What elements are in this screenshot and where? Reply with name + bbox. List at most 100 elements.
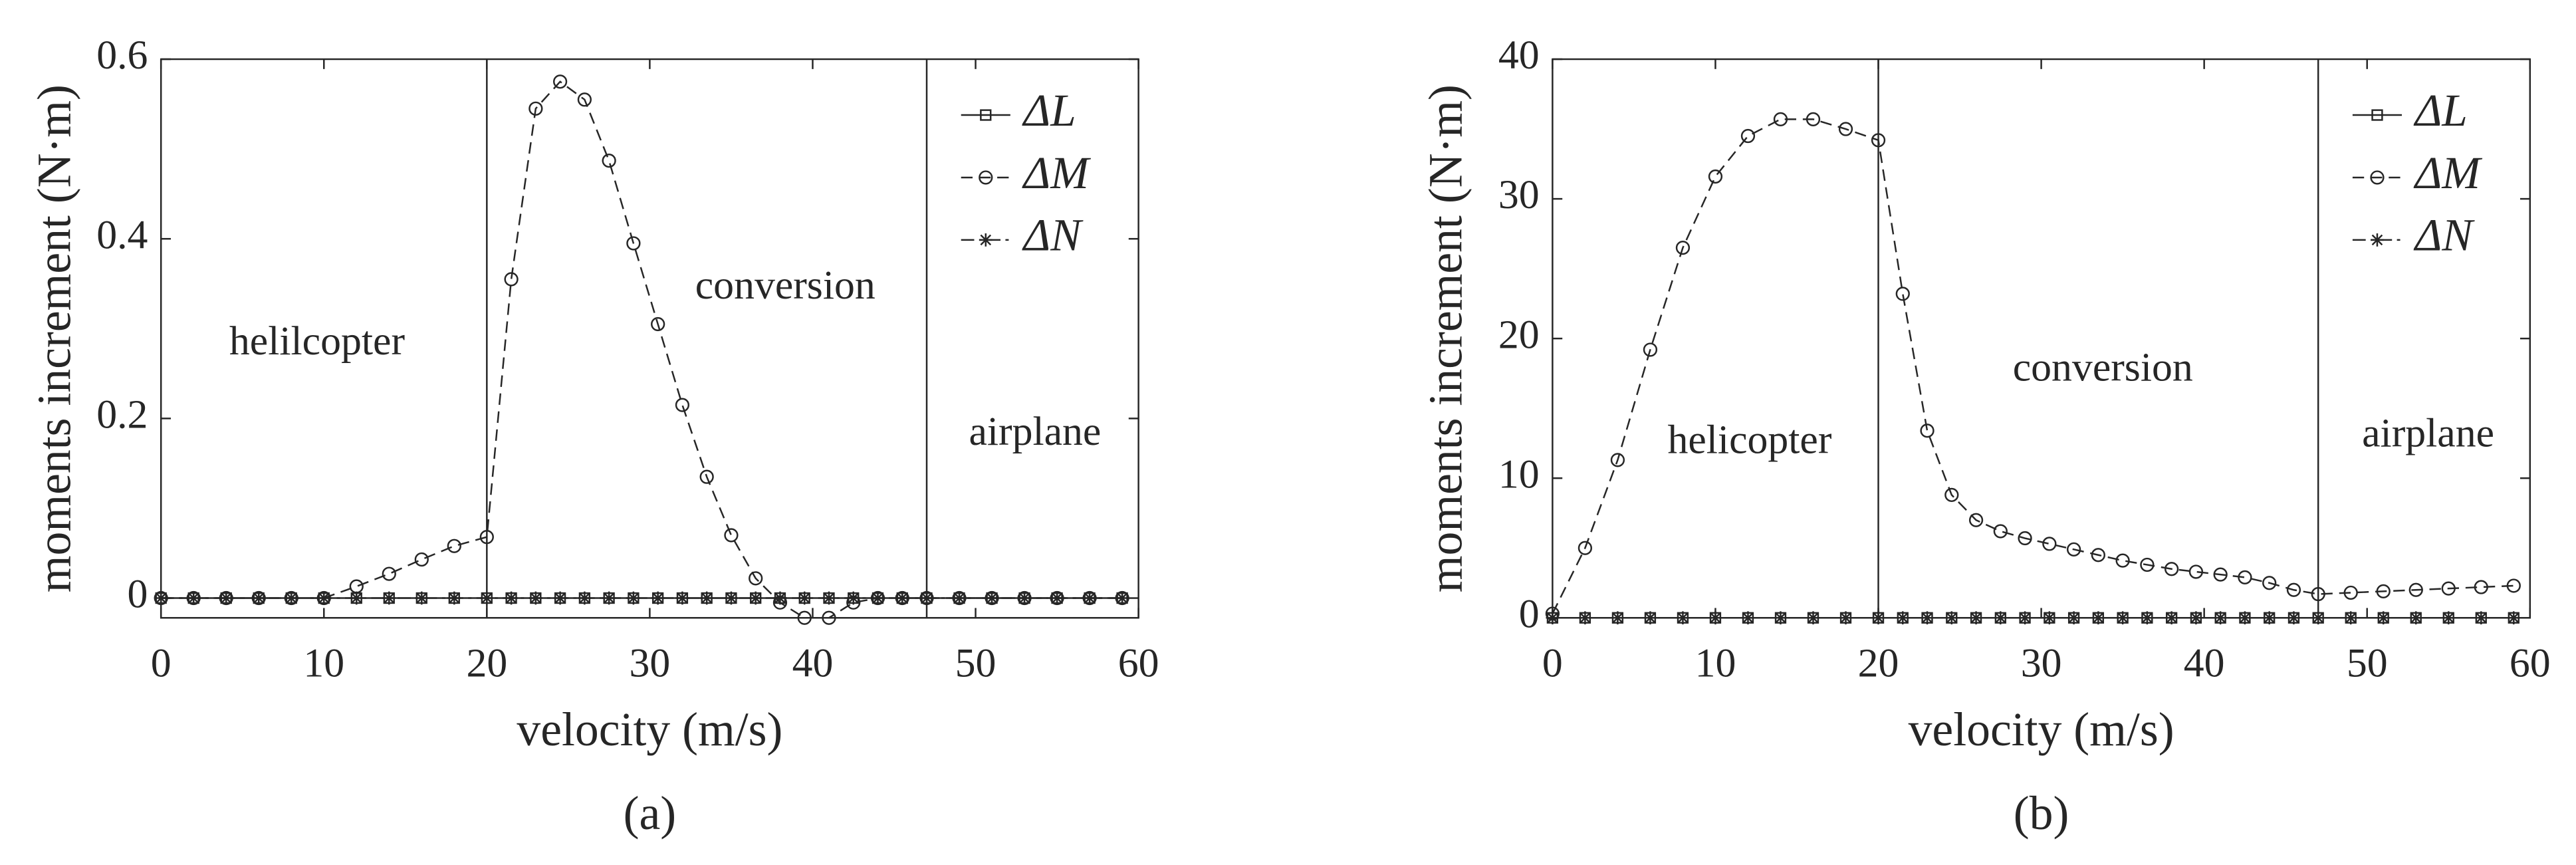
legend-label: ΔL [1022,84,1076,136]
x-tick-label: 20 [1858,641,1899,686]
marker-circle [979,170,993,185]
marker-star [528,591,542,605]
marker-circle [2115,553,2130,568]
marker-star [920,591,933,605]
marker-circle [749,571,763,586]
marker-circle [447,539,461,553]
marker-star [627,591,640,605]
marker-star [725,591,738,605]
legend-label: ΔM [2413,147,2483,198]
marker-circle [797,610,812,625]
marker-circle [479,530,494,545]
marker-star [1921,611,1934,625]
marker-star [2262,611,2276,625]
marker-star [1083,591,1096,605]
y-tick-label: 0.6 [96,33,148,78]
series-line [1552,118,2514,614]
marker-star [2018,611,2032,625]
marker-star [553,591,567,605]
marker-circle [675,398,690,412]
marker-circle [552,74,568,89]
y-tick-label: 30 [1498,172,1540,217]
marker-star [700,591,714,605]
marker-circle [651,316,665,332]
marker-circle [2262,576,2277,590]
subplot-label: (a) [624,787,677,840]
marker-circle [414,552,429,567]
x-axis-label: velocity (m/s) [517,703,782,756]
marker-star [651,591,665,605]
marker-circle [2042,537,2057,551]
legend-label: ΔL [2413,84,2468,136]
plot-area [1552,58,2531,619]
x-tick-label: 50 [955,641,996,686]
x-tick-label: 30 [630,641,671,686]
marker-circle [2140,557,2155,572]
marker-circle [1895,287,1910,301]
x-tick-label: 10 [303,641,344,686]
marker-star [2067,611,2081,625]
marker-square [2371,109,2383,121]
marker-star [2141,611,2154,625]
marker-circle [2376,584,2391,598]
x-tick-label: 30 [2021,641,2062,686]
marker-star [578,591,592,605]
legend-label: ΔN [1022,209,1084,261]
region-label: conversion [2013,345,2193,390]
marker-star [1018,591,1031,605]
marker-circle [822,610,836,625]
marker-star [1676,611,1690,625]
marker-star [953,591,966,605]
x-tick-label: 60 [1118,641,1159,686]
marker-star [1115,591,1129,605]
marker-circle [2018,531,2032,546]
y-tick-label: 0.4 [96,212,148,257]
marker-circle [1944,487,1959,503]
marker-circle [1838,122,1853,136]
marker-star [285,591,298,605]
y-tick-label: 20 [1498,312,1540,357]
marker-circle [2066,542,2081,556]
marker-star [822,591,836,605]
marker-circle [2474,580,2488,594]
y-tick-label: 40 [1498,33,1540,78]
marker-star [773,591,787,605]
region-label: conversion [695,263,876,308]
series [1546,611,2521,625]
marker-circle [1740,128,1756,144]
marker-star [2507,611,2521,625]
marker-star [1611,611,1625,625]
marker-star [1994,611,2008,625]
marker-star [2409,611,2423,625]
marker-star [1741,611,1755,625]
x-tick-label: 20 [466,641,507,686]
x-tick-label: 40 [792,641,834,686]
marker-star [317,591,331,605]
marker-circle [2311,586,2325,602]
y-tick-label: 10 [1498,451,1540,497]
marker-star [2238,611,2252,625]
marker-star [1969,611,1983,625]
marker-circle [602,154,616,168]
region-label: airplane [969,409,1101,454]
marker-star [749,591,762,605]
marker-star [602,591,616,605]
marker-circle [382,566,396,581]
marker-star [187,591,201,605]
marker-circle [1610,453,1625,467]
marker-star [2371,233,2384,247]
x-axis-label: velocity (m/s) [1909,703,2174,756]
marker-star [2116,611,2130,625]
y-tick-label: 0 [1519,591,1540,636]
marker-star [895,591,909,605]
marker-circle [2408,582,2423,597]
marker-circle [1773,112,1788,126]
marker-star [154,591,168,605]
marker-circle [504,272,519,287]
x-tick-label: 60 [2510,641,2551,686]
marker-star [252,591,266,605]
marker-star [2377,611,2391,625]
marker-circle [2370,170,2385,185]
marker-star [1944,611,1958,625]
region-label: helicopter [1667,417,1831,462]
